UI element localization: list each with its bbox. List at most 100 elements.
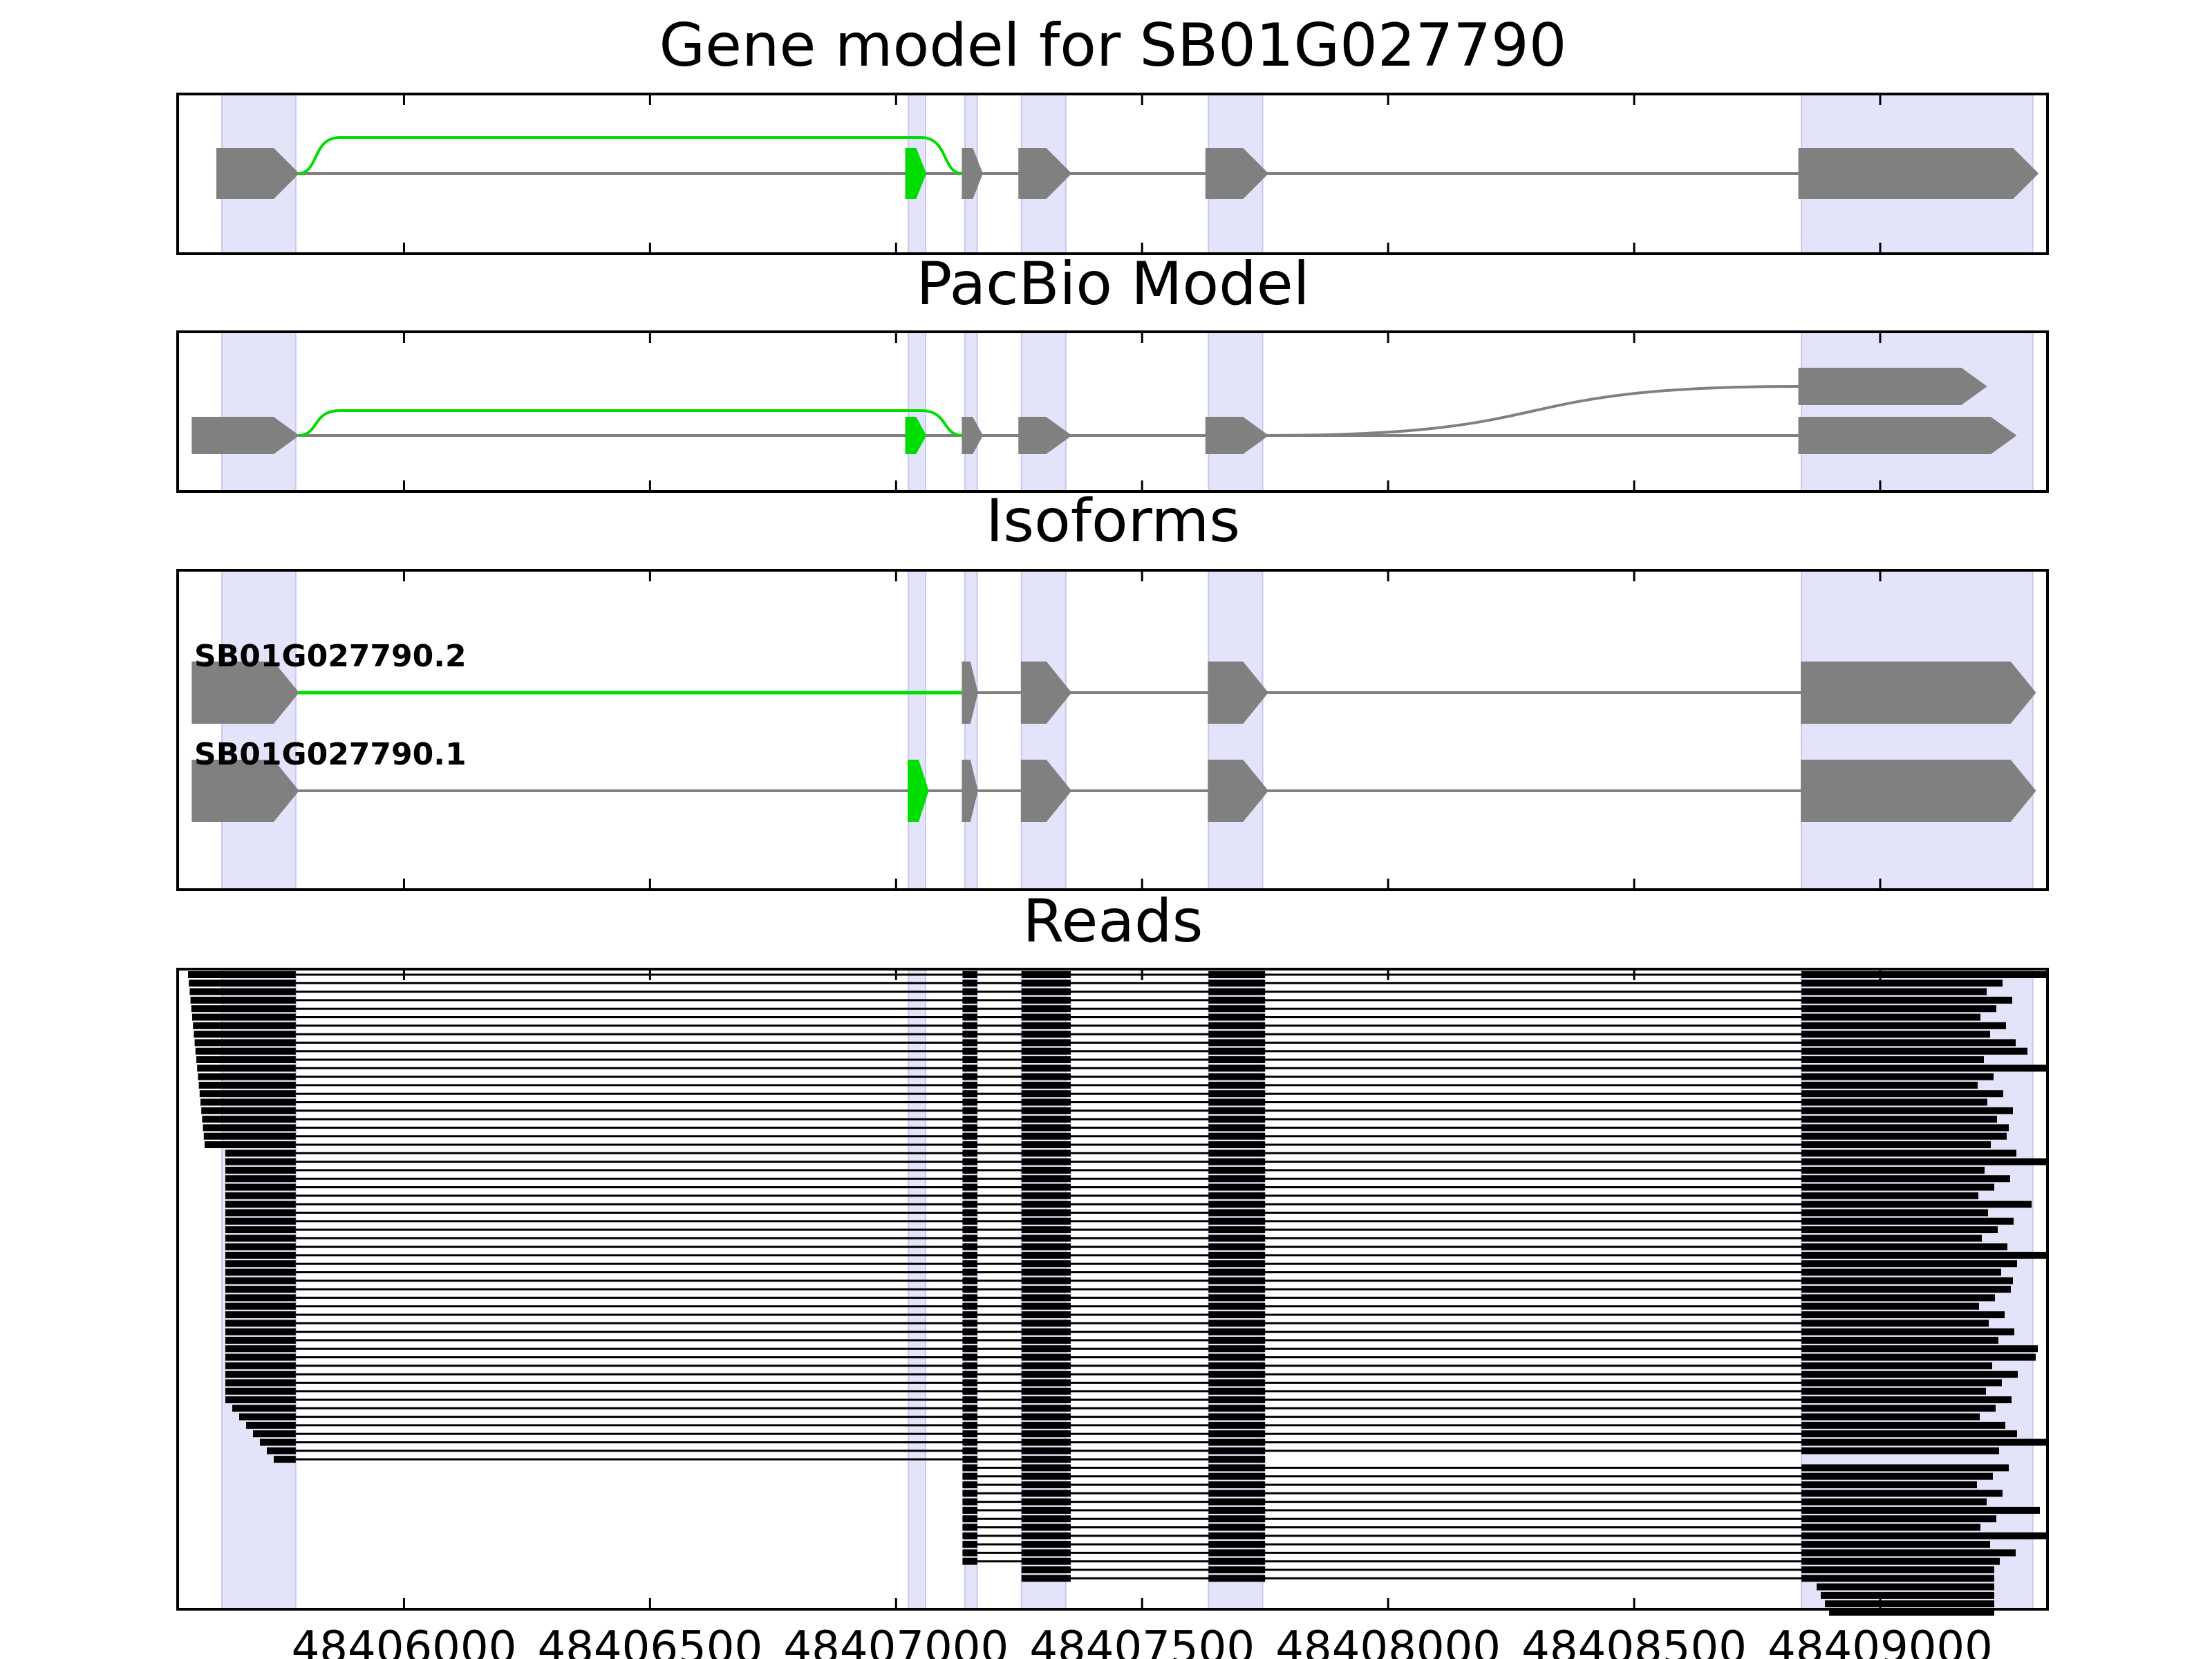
read-exon xyxy=(198,1081,296,1089)
x-tick-label: 48407500 xyxy=(1029,1622,1255,1659)
read-exon xyxy=(1801,1132,2007,1140)
read-exon xyxy=(962,1387,977,1395)
read xyxy=(962,1481,1977,1488)
read-exon xyxy=(962,1532,977,1539)
read-exon xyxy=(1208,1166,1266,1174)
read xyxy=(1817,1583,1994,1591)
read-exon xyxy=(962,1405,977,1412)
alt-exon xyxy=(905,417,927,454)
read xyxy=(225,1175,2010,1183)
exon xyxy=(1020,662,1072,724)
highlight-band xyxy=(1208,331,1264,492)
read-exon xyxy=(225,1217,296,1225)
read-exon xyxy=(962,1132,977,1140)
read xyxy=(1021,1575,1994,1582)
read-exon xyxy=(188,971,296,978)
read-exon xyxy=(1021,1107,1071,1114)
read-exon xyxy=(962,1013,977,1021)
read-exon xyxy=(1208,1226,1266,1233)
read-exon xyxy=(1208,1405,1266,1412)
read-exon xyxy=(202,1116,296,1123)
read-exon xyxy=(962,1047,977,1055)
read-exon xyxy=(1021,1345,1071,1353)
exon xyxy=(1208,760,1269,822)
read-exon xyxy=(225,1192,296,1199)
isoforms-panel-frame xyxy=(176,569,2049,891)
alt-end-exon xyxy=(1798,368,1987,405)
isoform-label: SB01G027790.1 xyxy=(194,737,467,772)
read-exon xyxy=(1021,1405,1071,1412)
read-exon xyxy=(225,1294,296,1302)
read-exon xyxy=(1801,1490,2003,1497)
read-exon xyxy=(1208,1413,1266,1421)
read-exon xyxy=(1208,1362,1266,1369)
read-exon xyxy=(1021,1098,1071,1106)
read xyxy=(192,1013,1980,1021)
read xyxy=(199,1090,2003,1098)
read xyxy=(1825,1600,1994,1608)
read xyxy=(225,1201,2032,1208)
exon xyxy=(962,662,978,724)
read-exon xyxy=(1801,1166,1985,1174)
read-exon xyxy=(962,1362,977,1369)
read-exon xyxy=(1801,1065,2047,1072)
read-exon xyxy=(1021,1472,1071,1480)
read-exon xyxy=(962,1438,977,1446)
read-exon xyxy=(225,1158,296,1165)
read-exon xyxy=(1208,971,1266,978)
read-exon xyxy=(962,1268,977,1276)
read xyxy=(962,1549,2016,1557)
read-exon xyxy=(1208,1158,1266,1165)
read-exon xyxy=(1801,1260,2017,1268)
read-exon xyxy=(962,1251,977,1259)
read-exon xyxy=(962,1464,977,1472)
read-exon xyxy=(1021,1379,1071,1387)
read-exon xyxy=(225,1371,296,1378)
read-exon xyxy=(225,1183,296,1191)
read-exon xyxy=(1021,1456,1071,1463)
read-exon xyxy=(962,1472,977,1480)
read-exon xyxy=(1208,1532,1266,1539)
read-exon xyxy=(1801,1251,2047,1259)
read-exon xyxy=(1021,1311,1071,1318)
read-exon xyxy=(962,1226,977,1233)
read xyxy=(225,1209,1988,1217)
read xyxy=(225,1251,2047,1259)
read xyxy=(225,1302,1979,1310)
read-exon xyxy=(962,1549,977,1557)
read-exon xyxy=(1801,1183,1994,1191)
read-exon xyxy=(1021,1549,1071,1557)
read-exon xyxy=(1801,988,1987,995)
read-exon xyxy=(198,1073,296,1080)
read-exon xyxy=(1021,1294,1071,1302)
read-exon xyxy=(1801,1464,2009,1472)
read-exon xyxy=(1208,1541,1266,1548)
read-exon xyxy=(1801,1498,1987,1506)
read-exon xyxy=(1801,1405,1996,1412)
read xyxy=(205,1141,1991,1148)
read xyxy=(225,1268,2001,1276)
read xyxy=(189,980,2003,987)
read-exon xyxy=(1801,1532,2047,1539)
read xyxy=(225,1217,2014,1225)
read-exon xyxy=(1208,1557,1266,1565)
read-exon xyxy=(1021,1047,1071,1055)
highlight-band xyxy=(221,570,297,890)
read-exon xyxy=(1801,1116,1997,1123)
exon xyxy=(191,662,299,724)
read xyxy=(225,1353,2036,1361)
read-exon xyxy=(1021,1031,1071,1038)
highlight-band xyxy=(1801,570,2034,890)
read-exon xyxy=(1801,1506,2040,1514)
read-exon xyxy=(1208,988,1266,995)
read-exon xyxy=(1021,1557,1071,1565)
read-exon xyxy=(1801,1557,2000,1565)
read-exon xyxy=(962,1277,977,1284)
read-exon xyxy=(1021,1320,1071,1327)
read-exon xyxy=(1208,1013,1266,1021)
read-exon xyxy=(962,1192,977,1199)
read-exon xyxy=(1801,1575,1994,1582)
read-exon xyxy=(1021,1336,1071,1344)
read-exon xyxy=(274,1456,296,1463)
read xyxy=(225,1387,1986,1395)
